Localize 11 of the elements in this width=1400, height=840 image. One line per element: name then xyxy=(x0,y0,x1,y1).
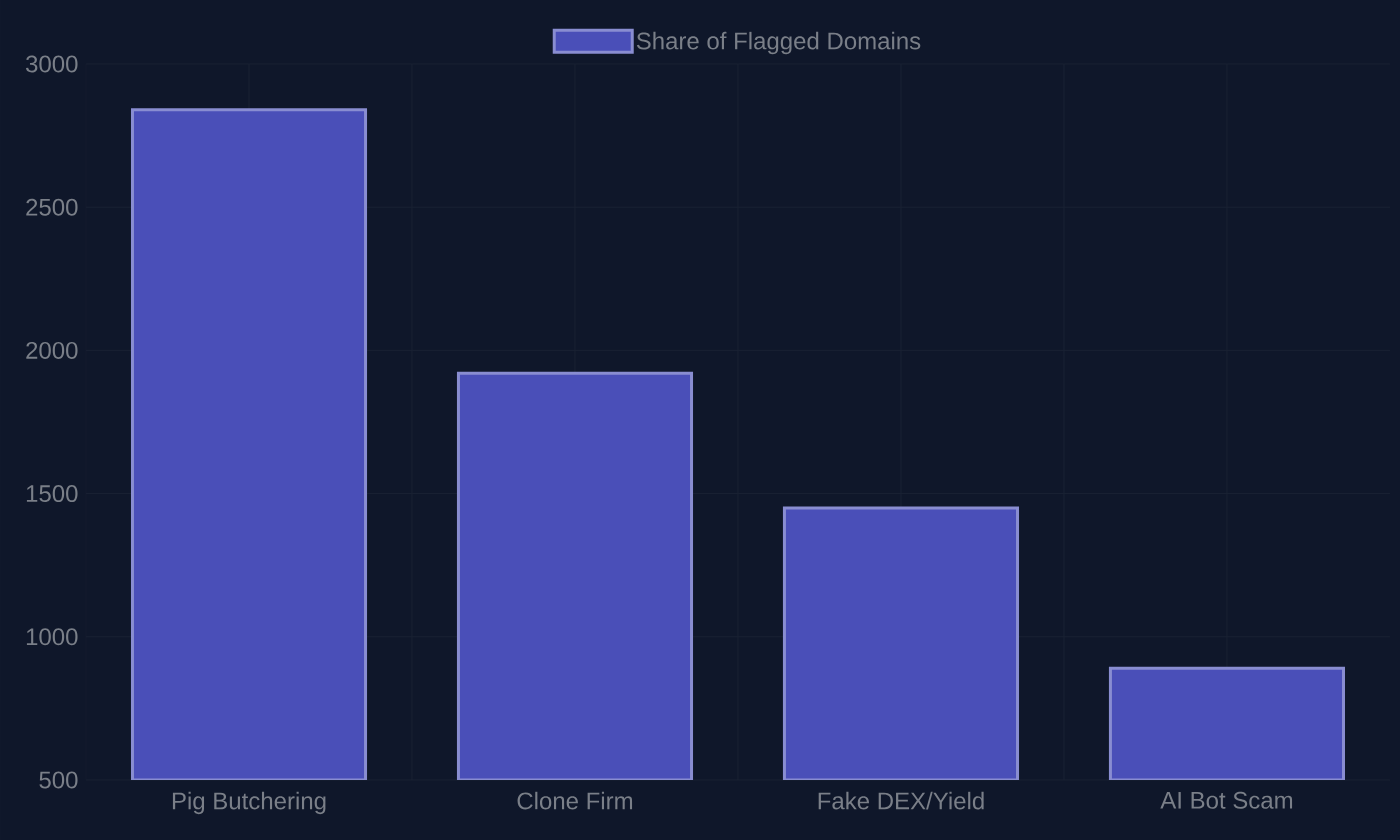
y-tick-label: 2000 xyxy=(26,341,78,359)
y-tick-label: 1500 xyxy=(26,485,78,503)
x-tick-label: Clone Firm xyxy=(517,791,633,810)
x-tick-label: AI Bot Scam xyxy=(1160,791,1293,809)
legend-label: Share of Flagged Domains xyxy=(636,31,921,55)
y-tick-label: 1000 xyxy=(26,628,78,646)
x-tick-label: Fake DEX/Yield xyxy=(818,791,984,810)
y-tick-label: 2500 xyxy=(26,198,78,216)
y-tick-label: 500 xyxy=(39,771,78,789)
x-tick-label: Pig Butchering xyxy=(172,791,326,815)
y-tick-label: 3000 xyxy=(26,55,78,73)
